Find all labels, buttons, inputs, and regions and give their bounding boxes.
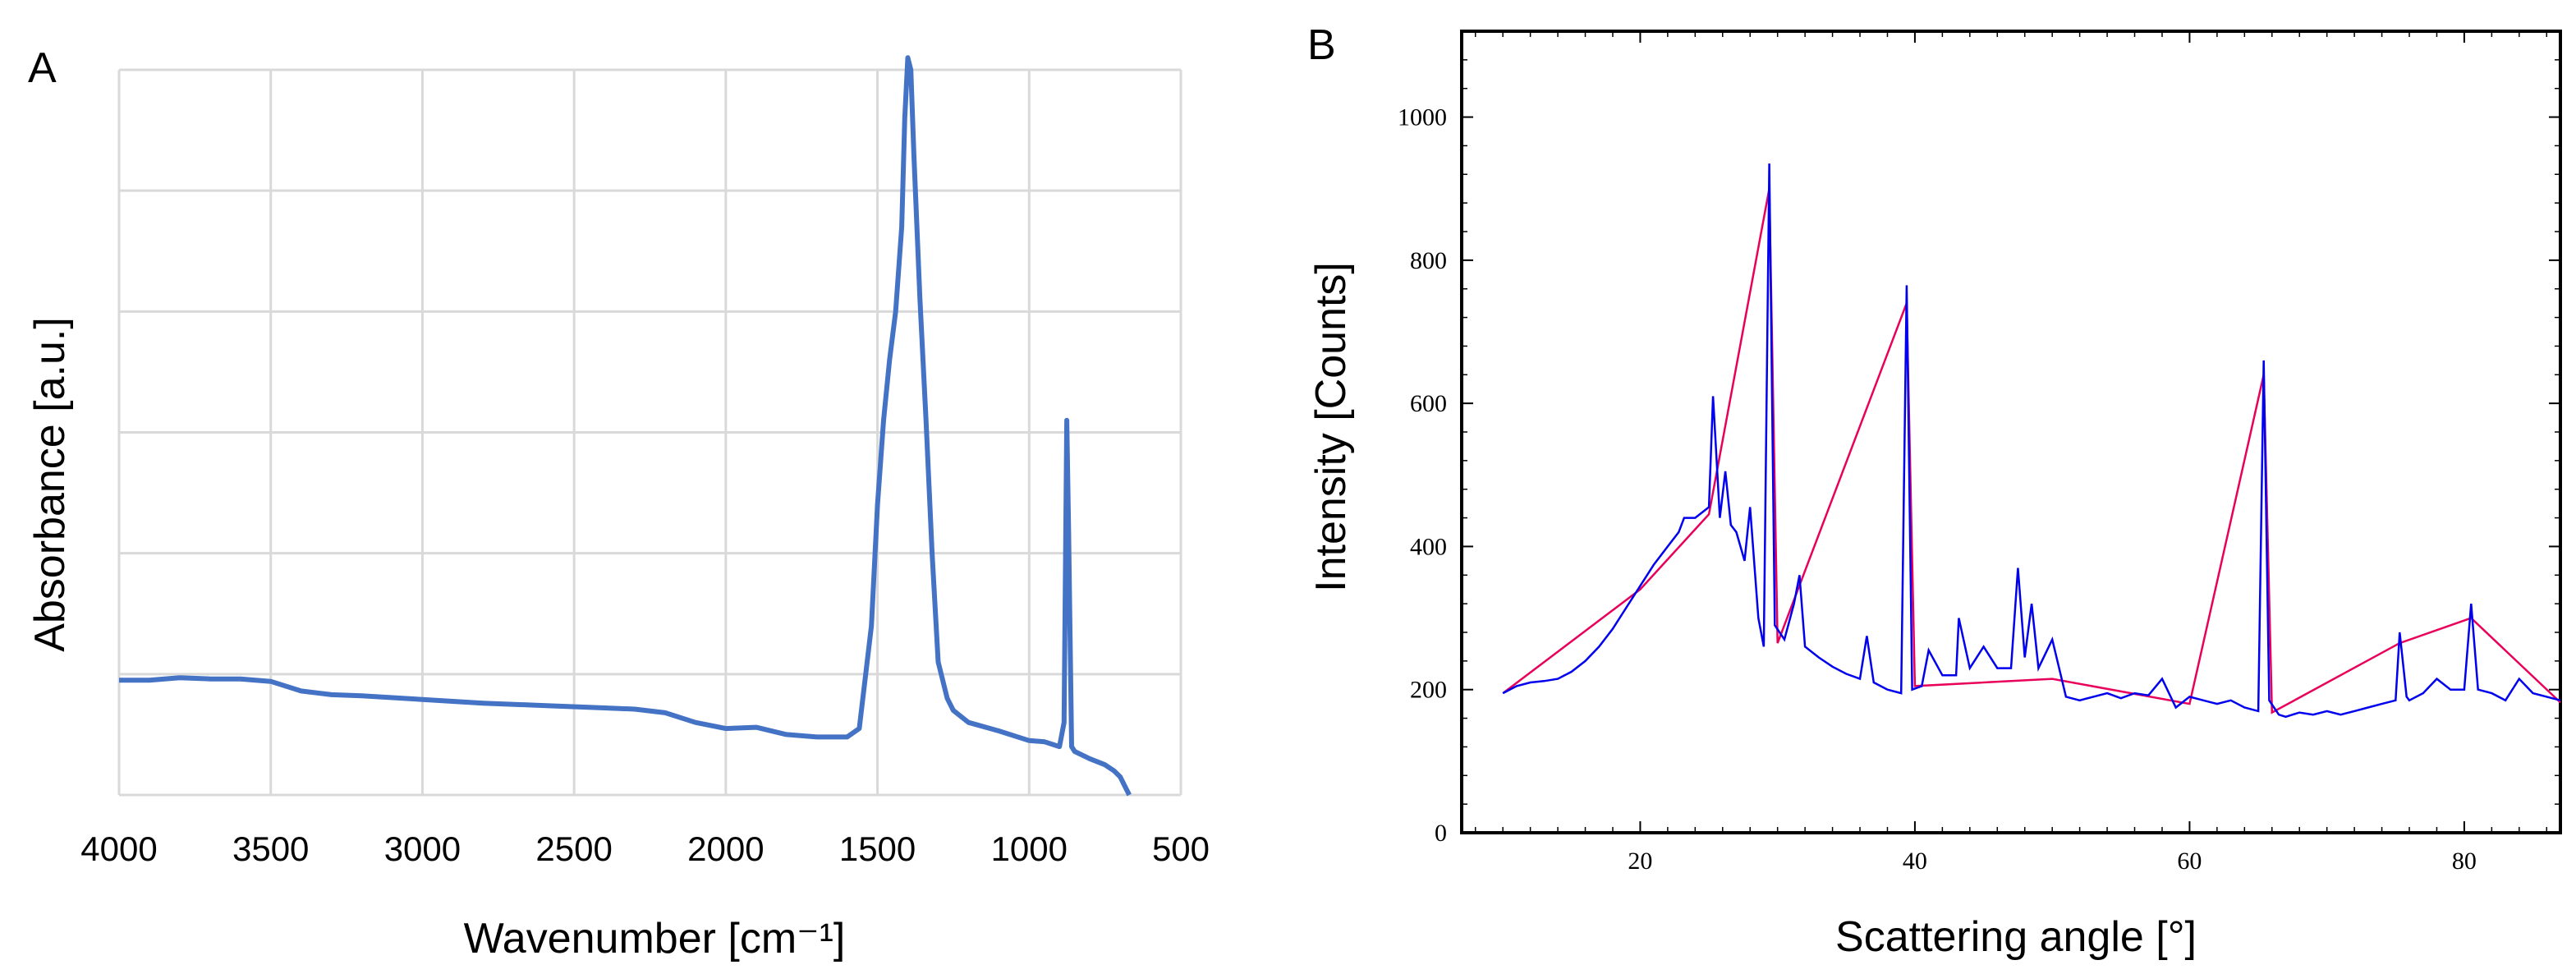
- ftir-x-tick-label: 4000: [80, 829, 157, 868]
- xrd-y-tick-label: 200: [1410, 677, 1447, 704]
- ftir-x-tick-label: 1500: [839, 829, 916, 868]
- xrd-fit-line: [1502, 188, 2561, 714]
- xrd-plot-frame: [1460, 30, 2562, 834]
- xrd-y-tick-label: 0: [1435, 820, 1447, 847]
- ftir-x-tick-label: 1000: [991, 829, 1068, 868]
- panel-b-letter: B: [1307, 21, 1336, 69]
- ftir-grid: [117, 68, 1182, 797]
- xrd-measured-line: [1502, 163, 2561, 719]
- ftir-spectrum-line: [119, 55, 1132, 797]
- ftir-x-tick-label: 3000: [384, 829, 461, 868]
- xrd-y-tick-label: 1000: [1398, 104, 1447, 131]
- xrd-x-tick-label: 80: [2452, 848, 2477, 875]
- ftir-x-axis-title: Wavenumber [cm⁻¹]: [464, 915, 846, 963]
- xrd-y-tick-label: 600: [1410, 390, 1447, 417]
- xrd-x-axis-title: Scattering angle [°]: [1835, 913, 2197, 961]
- xrd-y-axis-title: Intensity [Counts]: [1307, 262, 1355, 592]
- ftir-x-tick-label: 2000: [687, 829, 764, 868]
- ftir-y-axis-title: Absorbance [a.u.]: [26, 317, 74, 652]
- xrd-y-tick-label: 800: [1410, 247, 1447, 274]
- ftir-x-tick-labels: 4000 3500 3000 2500 2000 1500 1000 500: [80, 829, 1210, 868]
- ftir-panel: A 4000 3500 3000 2500 2000 1500 1000 500 Wavenu…: [26, 44, 1210, 963]
- ftir-x-tick-label: 3500: [232, 829, 309, 868]
- panel-a-letter: A: [28, 44, 57, 92]
- xrd-x-tick-label: 60: [2177, 848, 2202, 875]
- xrd-x-tick-label: 20: [1628, 848, 1652, 875]
- xrd-x-tick-label: 40: [1903, 848, 1927, 875]
- xrd-y-tick-label: 400: [1410, 533, 1447, 560]
- ftir-x-tick-label: 500: [1152, 829, 1210, 868]
- ftir-x-tick-label: 2500: [535, 829, 612, 868]
